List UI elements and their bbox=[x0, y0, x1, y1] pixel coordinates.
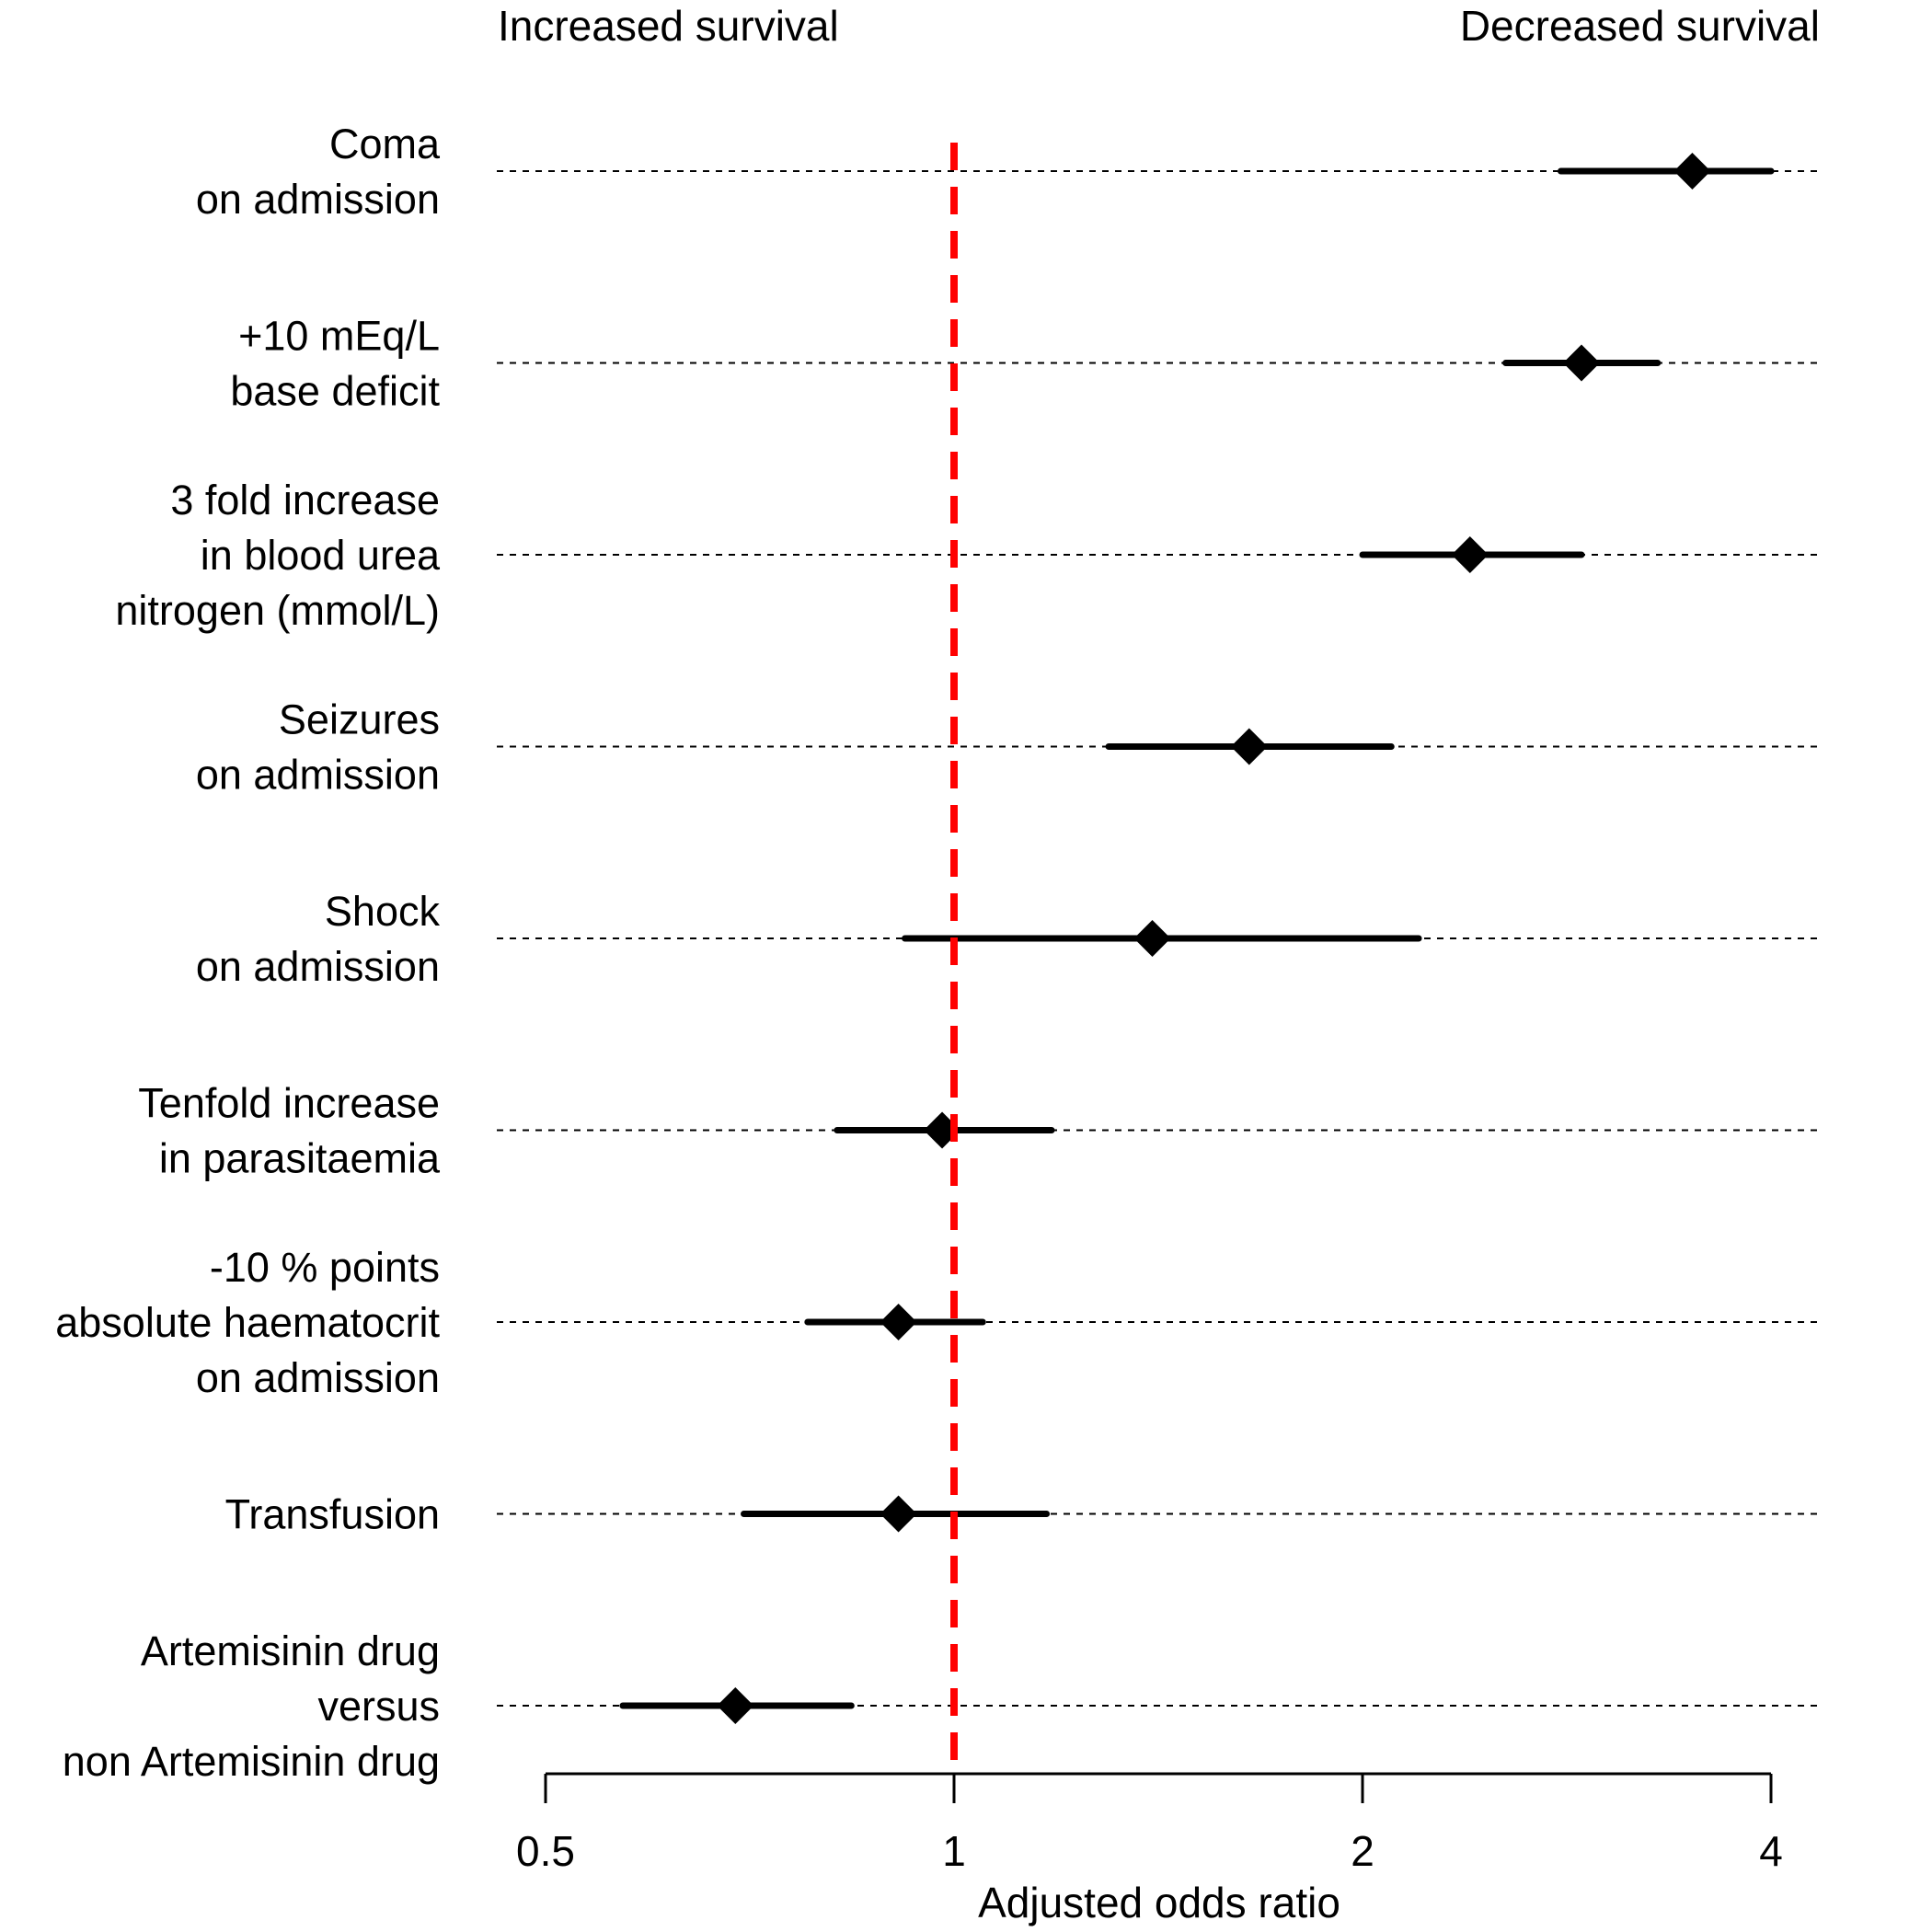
row-label: Transfusion bbox=[225, 1491, 440, 1538]
row-label: Tenfold increase bbox=[138, 1080, 440, 1127]
row-label: Seizures bbox=[279, 696, 440, 743]
point-estimate bbox=[1451, 536, 1489, 573]
row-label: on admission bbox=[196, 752, 440, 799]
x-tick-label: 0.5 bbox=[516, 1827, 575, 1875]
row-label: in blood urea bbox=[201, 532, 441, 579]
x-tick-label: 4 bbox=[1759, 1827, 1783, 1875]
forest-row: +10 mEq/L base deficit bbox=[230, 313, 1822, 415]
forest-row: Coma on admission bbox=[196, 121, 1822, 223]
row-label: on admission bbox=[196, 943, 440, 990]
row-label: 3 fold increase bbox=[170, 477, 440, 523]
x-axis: 0.5 1 2 4 bbox=[516, 1772, 1783, 1875]
forest-row: Artemisinin drug versus non Artemisinin dr… bbox=[63, 1627, 1822, 1785]
point-estimate bbox=[1230, 728, 1268, 765]
forest-row: -10 % points absolute haematocrit on admis… bbox=[55, 1244, 1822, 1401]
row-label: on admission bbox=[196, 176, 440, 223]
header-increased-survival: Increased survival bbox=[498, 2, 839, 50]
row-label: on admission bbox=[196, 1354, 440, 1401]
x-tick-label: 2 bbox=[1351, 1827, 1374, 1875]
forest-row: Tenfold increase in parasitaemia bbox=[138, 1080, 1822, 1182]
row-label: Shock bbox=[325, 888, 441, 935]
x-tick-label: 1 bbox=[942, 1827, 966, 1875]
forest-row: 3 fold increase in blood urea nitrogen (mm… bbox=[115, 477, 1822, 634]
row-label: absolute haematocrit bbox=[55, 1299, 440, 1346]
point-estimate bbox=[1133, 920, 1171, 957]
row-label: -10 % points bbox=[210, 1244, 440, 1291]
row-label: nitrogen (mmol/L) bbox=[115, 587, 440, 634]
row-label: base deficit bbox=[230, 368, 440, 415]
row-label: +10 mEq/L bbox=[238, 313, 440, 360]
row-label: versus bbox=[317, 1683, 440, 1730]
forest-row: Shock on admission bbox=[196, 888, 1822, 990]
point-estimate bbox=[1673, 153, 1711, 190]
point-estimate bbox=[880, 1495, 917, 1533]
point-estimate bbox=[880, 1304, 917, 1340]
point-estimate bbox=[717, 1687, 754, 1724]
header-decreased-survival: Decreased survival bbox=[1460, 2, 1820, 50]
forest-row: Seizures on admission bbox=[196, 696, 1822, 799]
row-label: Artemisinin drug bbox=[141, 1627, 440, 1674]
forest-row: Transfusion bbox=[225, 1491, 1822, 1538]
row-label: Coma bbox=[329, 121, 441, 167]
x-axis-title: Adjusted odds ratio bbox=[978, 1879, 1340, 1926]
row-label: non Artemisinin drug bbox=[63, 1738, 440, 1785]
row-label: in parasitaemia bbox=[159, 1135, 441, 1182]
point-estimate bbox=[1563, 344, 1601, 382]
rows-layer: Coma on admission +10 mEq/L base deficit 3 f… bbox=[55, 121, 1822, 1785]
